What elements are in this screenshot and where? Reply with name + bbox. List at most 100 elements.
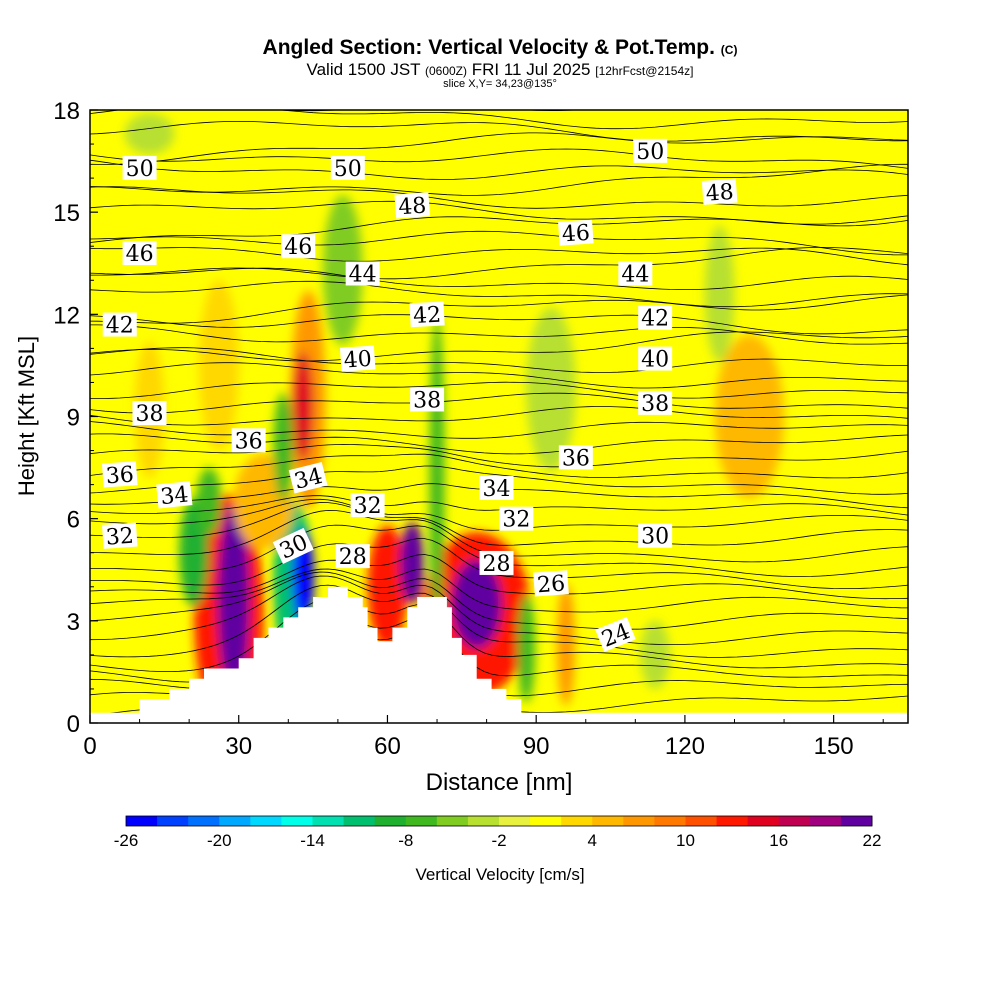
- contour-label: 48: [701, 178, 738, 207]
- svg-text:48: 48: [398, 193, 428, 220]
- svg-text:42: 42: [106, 314, 134, 339]
- contour-label: 38: [132, 401, 167, 427]
- svg-text:34: 34: [159, 482, 189, 510]
- contour-label: 30: [638, 523, 673, 550]
- contour-label: 44: [345, 261, 380, 287]
- contour-label: 36: [101, 461, 138, 489]
- x-tick-label: 120: [665, 733, 705, 760]
- contour-label: 42: [102, 312, 137, 339]
- svg-text:40: 40: [343, 347, 373, 374]
- isentrope-line: [90, 421, 908, 439]
- isentrope-line: [90, 159, 908, 180]
- contour-label: 42: [638, 305, 673, 332]
- contour-labels: 50 50 50 48 48 46 46 46 44 44 42 42 42 40 40 38 38 38 36 36…: [101, 138, 738, 653]
- colorbar-swatch: [840, 816, 873, 826]
- svg-text:36: 36: [562, 446, 590, 471]
- colorbar-swatch: [250, 816, 282, 826]
- isentrope-line: [90, 502, 908, 546]
- isentrope-line: [90, 148, 908, 169]
- velocity-cell: [557, 583, 575, 706]
- colorbar-swatch: [126, 816, 158, 826]
- isentrope-line: [90, 163, 908, 196]
- svg-text:30: 30: [641, 525, 669, 550]
- colorbar-tick-label: -2: [491, 831, 506, 850]
- isentrope-line: [90, 347, 908, 373]
- svg-text:38: 38: [641, 392, 669, 417]
- contour-label: 38: [638, 390, 673, 417]
- contour-label: 46: [558, 219, 594, 248]
- svg-text:38: 38: [413, 388, 441, 413]
- contour-label: 46: [122, 241, 157, 267]
- contour-label: 44: [618, 261, 653, 287]
- isentrope-line: [90, 230, 908, 256]
- isentrope-line: [90, 121, 908, 142]
- colorbar-tick-label: 4: [588, 831, 597, 850]
- velocity-cell: [400, 522, 425, 604]
- isentrope-line: [90, 538, 908, 589]
- colorbar-swatch: [716, 816, 749, 826]
- isentrope-line: [90, 110, 908, 130]
- isentrope-line: [90, 200, 908, 225]
- contour-label: 28: [335, 544, 370, 570]
- x-tick-label: 90: [523, 733, 550, 760]
- isentrope-line: [90, 186, 908, 209]
- isentrope-line: [90, 465, 908, 495]
- isentrope-line: [90, 571, 908, 630]
- svg-text:42: 42: [413, 303, 442, 329]
- contour-label: 48: [394, 192, 431, 220]
- svg-text:28: 28: [339, 545, 367, 570]
- velocity-cell: [714, 334, 785, 499]
- colorbar: -26 -20 -14 -8 -2 4 10 16 22: [114, 815, 882, 850]
- colorbar-swatch: [343, 816, 376, 826]
- svg-text:46: 46: [561, 221, 591, 248]
- contour-label: 50: [330, 155, 365, 182]
- y-tick-label: 18: [53, 98, 80, 125]
- isentrope-line: [90, 433, 908, 455]
- svg-text:32: 32: [105, 524, 135, 551]
- contour-label: 40: [339, 345, 376, 374]
- valid-time: Valid 1500 JST: [306, 60, 421, 79]
- velocity-cell: [429, 314, 445, 642]
- svg-text:38: 38: [135, 402, 163, 427]
- isentrope-line: [90, 495, 908, 516]
- svg-text:44: 44: [621, 262, 649, 287]
- colorbar-swatch: [374, 816, 407, 826]
- slice-info: slice X,Y= 34,23@135°: [443, 78, 557, 90]
- contour-label: 32: [350, 493, 385, 519]
- contour-label: 50: [122, 155, 157, 182]
- velocity-cell: [217, 505, 250, 696]
- x-tick-label: 150: [814, 733, 854, 760]
- svg-text:28: 28: [483, 552, 511, 577]
- x-tick-label: 0: [83, 733, 96, 760]
- colorbar-tick-label: -26: [114, 831, 139, 850]
- velocity-cell: [124, 113, 175, 155]
- velocity-cell: [199, 280, 239, 451]
- chart-subtitle: Valid 1500 JST (0600Z) FRI 11 Jul 2025 […: [0, 60, 1000, 80]
- velocity-cell: [273, 392, 294, 502]
- isentrope-line: [90, 314, 908, 335]
- isentrope-line: [90, 554, 908, 600]
- isentrope-line: [90, 381, 908, 399]
- colorbar-swatch: [312, 816, 345, 826]
- contour-label: 32: [101, 522, 138, 551]
- y-tick-label: 6: [67, 507, 80, 534]
- colorbar-swatch: [809, 816, 842, 826]
- svg-text:50: 50: [334, 157, 362, 182]
- potential-temperature-contours: [90, 110, 908, 723]
- contour-label: 36: [231, 428, 266, 454]
- isentrope-line: [90, 247, 908, 280]
- colorbar-tick-label: -14: [300, 831, 325, 850]
- isentrope-line: [90, 575, 908, 645]
- contour-label: 38: [410, 387, 445, 413]
- valid-utc: (0600Z): [424, 64, 468, 78]
- colorbar-swatch: [436, 816, 469, 826]
- colorbar-swatch: [592, 816, 624, 826]
- isentrope-line: [274, 110, 583, 112]
- colorbar-swatch: [778, 816, 811, 826]
- svg-text:34: 34: [483, 477, 511, 502]
- x-tick-label: 60: [374, 733, 401, 760]
- svg-text:44: 44: [349, 262, 377, 287]
- colorbar-tick-label: 22: [863, 831, 882, 850]
- isentrope-line: [90, 443, 908, 468]
- contour-label: 26: [533, 570, 569, 598]
